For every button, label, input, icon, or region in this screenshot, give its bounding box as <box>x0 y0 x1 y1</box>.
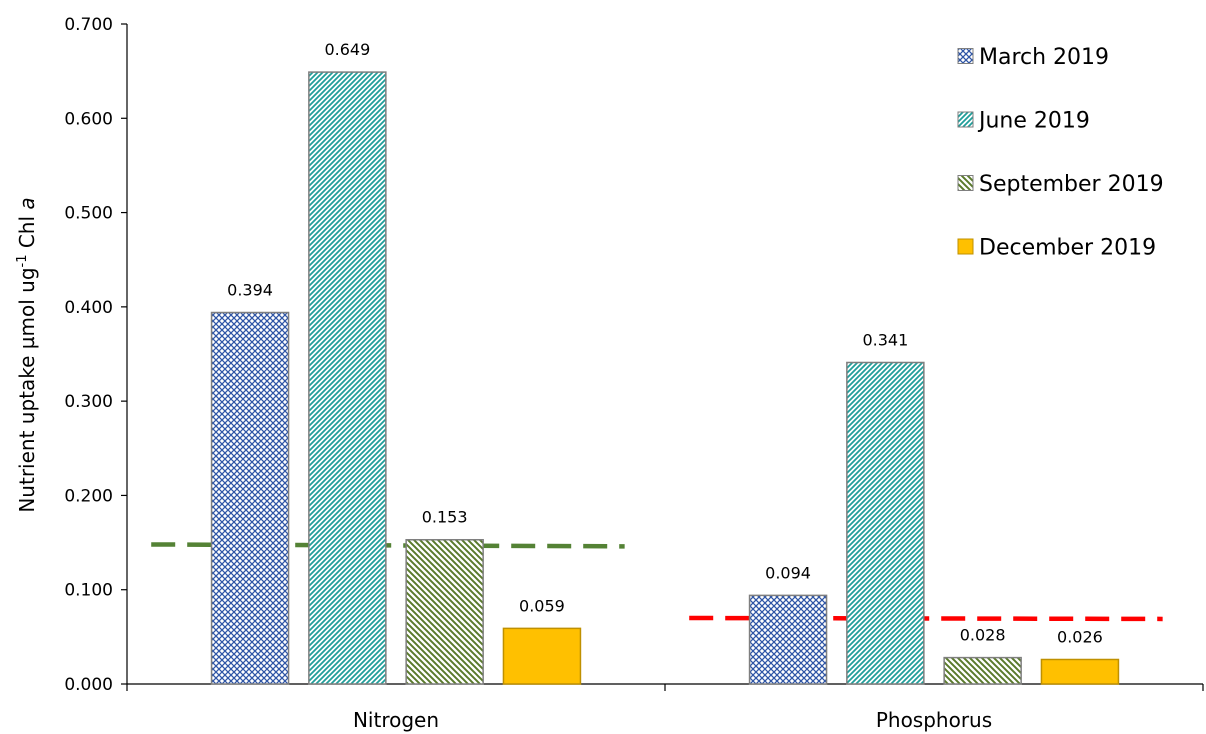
y-tick-label: 0.000 <box>64 675 113 695</box>
bar <box>846 361 925 685</box>
legend-label: March 2019 <box>979 45 1109 70</box>
bar <box>748 594 828 685</box>
bar-data-label: 0.094 <box>765 563 811 582</box>
bar-data-label: 0.649 <box>324 40 370 59</box>
y-axis-label-chl: Chl <box>15 210 39 255</box>
x-category-label: Phosphorus <box>876 708 992 732</box>
y-tick-label: 0.300 <box>64 392 113 412</box>
legend-label: December 2019 <box>979 236 1156 261</box>
x-category-label: Nitrogen <box>353 708 439 732</box>
bar-data-label: 0.153 <box>422 508 468 527</box>
bar-data-label: 0.059 <box>519 596 565 615</box>
y-axis-label-sup: -1 <box>15 255 30 268</box>
bar <box>1040 658 1120 685</box>
bar-data-label: 0.394 <box>227 281 273 300</box>
y-axis-label-italic: a <box>15 197 39 209</box>
y-tick-label: 0.600 <box>64 109 113 129</box>
y-tick-label: 0.500 <box>64 204 113 224</box>
legend-label: September 2019 <box>979 172 1164 197</box>
bar-data-label: 0.028 <box>960 626 1006 645</box>
legend-swatch <box>957 238 974 255</box>
reference-lines <box>151 542 1163 622</box>
bar-data-label: 0.341 <box>862 330 908 349</box>
svg-text:Nutrient uptake µmol ug-1 Chl: Nutrient uptake µmol ug-1 Chl a <box>15 197 39 512</box>
bar <box>405 538 484 685</box>
bar-data-label: 0.026 <box>1057 627 1103 646</box>
y-axis-label: Nutrient uptake µmol ug-1 Chl a <box>15 197 39 512</box>
y-tick-label: 0.700 <box>64 15 113 35</box>
y-tick-label: 0.200 <box>64 486 113 506</box>
axes: 0.000 0.100 0.200 0.300 0.400 0.500 0.600 0.700… <box>64 15 1204 732</box>
legend-swatch <box>957 175 974 191</box>
legend-label: June 2019 <box>977 109 1090 134</box>
bar <box>502 627 582 685</box>
legend-swatch <box>957 48 974 64</box>
y-tick-label: 0.100 <box>64 581 113 601</box>
legend: March 2019 June 2019 September 2019 Decembe… <box>957 45 1164 261</box>
legend-swatch <box>957 111 974 128</box>
y-axis-label-main: Nutrient uptake µmol ug <box>15 267 39 512</box>
y-tick-label: 0.400 <box>64 298 113 318</box>
bars: 0.394 0.649 0.153 0.059 0.094 0.341 0.028 0.026 <box>210 40 1120 685</box>
bar <box>308 71 387 685</box>
bar <box>943 656 1022 685</box>
bar <box>210 311 290 685</box>
